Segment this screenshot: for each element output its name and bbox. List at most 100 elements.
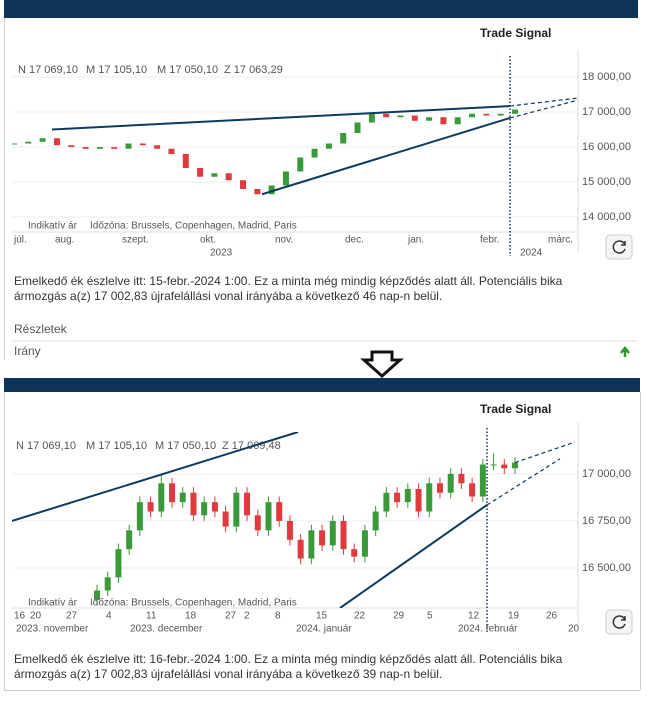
x-tick-label: 4: [106, 611, 112, 622]
trend-line: [486, 458, 561, 506]
candle-body: [308, 530, 315, 559]
refresh-button[interactable]: [605, 609, 633, 635]
trend-line: [509, 99, 578, 119]
x-tick-label: febr.: [480, 235, 499, 246]
x-tick-label: 12: [468, 611, 480, 622]
plot-area: [12, 97, 578, 196]
candle-body: [372, 511, 379, 531]
down-arrow: [360, 350, 404, 379]
candle-body: [394, 492, 401, 503]
x-tick-label: 26: [546, 611, 558, 622]
candle-body: [136, 502, 143, 531]
x-tick-label: 2023: [210, 248, 233, 259]
candle-body: [168, 148, 175, 154]
candle-body: [240, 180, 247, 189]
y-tick-label: 16 000,00: [582, 141, 631, 153]
x-tick-label: 27: [66, 611, 78, 622]
candle-body: [201, 502, 208, 516]
candle-body: [454, 117, 461, 125]
candle-body: [211, 173, 218, 177]
y-tick-label: 17 000,00: [582, 106, 631, 118]
signal-text: ármozgás a(z) 17 002,83 újrafelállási vo…: [14, 667, 442, 681]
y-tick-label: 18 000,00: [582, 71, 631, 83]
candle-body: [265, 502, 272, 531]
ohlc-value: N 17 069,10: [18, 64, 78, 76]
x-tick-label: 22: [354, 611, 366, 622]
candle-body: [222, 511, 229, 527]
x-tick-label: aug.: [55, 235, 74, 246]
trend-line: [51, 105, 511, 131]
refresh-button[interactable]: [605, 234, 633, 260]
x-tick-label: nov.: [275, 235, 293, 246]
candle-body: [311, 148, 318, 158]
chart-note: Indikatív ár: [28, 221, 78, 232]
ohlc-value: M 17 105,10: [86, 64, 147, 76]
ohlc-value: M 17 050,10: [155, 440, 216, 452]
x-tick-label: 20: [568, 624, 580, 635]
x-tick-label: 11: [146, 611, 157, 622]
y-tick-label: 14 000,00: [582, 211, 631, 223]
candle-body: [25, 141, 32, 144]
candle-body: [411, 115, 418, 121]
x-tick-label: 16: [14, 611, 26, 622]
signal-text: ármozgás a(z) 17 002,83 újrafelállási vo…: [14, 289, 442, 303]
candle-body: [197, 167, 204, 177]
candle-body: [139, 143, 146, 146]
ohlc-value: M 17 050,10: [157, 64, 218, 76]
candle-body: [490, 464, 497, 466]
x-tick-label: okt.: [200, 235, 216, 246]
candle-body: [233, 492, 240, 527]
x-tick-label: 2023. november: [16, 624, 89, 635]
candle-body: [361, 530, 368, 557]
candle-body: [368, 113, 375, 123]
x-tick-label: 18: [185, 611, 197, 622]
candle-body: [125, 143, 132, 149]
x-tick-label: 20: [30, 611, 42, 622]
ohlc-value: M 17 105,10: [86, 440, 147, 452]
chart-note: Időzóna: Brussels, Copenhagen, Madrid, P…: [90, 598, 297, 609]
x-tick-label: szept.: [122, 235, 149, 246]
candle-body: [53, 138, 60, 146]
candle-body: [329, 520, 336, 546]
trend-line: [509, 97, 578, 107]
y-tick-label: 17 000,00: [582, 468, 631, 480]
candle-body: [404, 488, 411, 503]
ohlc-value: Z 17 063,29: [224, 64, 283, 76]
x-tick-label: 29: [393, 611, 405, 622]
details-heading: Részletek: [14, 322, 68, 336]
candle-body: [426, 483, 433, 512]
candle-body: [383, 492, 390, 512]
candle-body: [469, 483, 476, 497]
candle-body: [297, 157, 304, 172]
candle-body: [39, 138, 46, 142]
candle-body: [497, 113, 504, 116]
x-tick-label: 2024. január: [296, 624, 352, 635]
x-tick-label: jan.: [407, 235, 424, 246]
candle-body: [126, 530, 133, 550]
candle-body: [340, 520, 347, 550]
x-tick-label: 8: [275, 611, 281, 622]
x-tick-label: 19: [508, 611, 520, 622]
candle-body: [68, 145, 75, 147]
candle-body: [397, 115, 404, 118]
ohlc-value: N 17 069,10: [16, 440, 76, 452]
candle-body: [158, 483, 165, 512]
candle-body: [469, 113, 476, 118]
up-arrow: [620, 345, 630, 357]
trend-line: [261, 116, 511, 196]
header-bar: [4, 378, 640, 392]
candle-body: [154, 145, 161, 149]
candle-body: [286, 520, 293, 540]
candle-body: [354, 122, 361, 133]
refresh-icon[interactable]: [612, 240, 626, 254]
candle-body: [440, 117, 447, 125]
x-tick-label: 15: [316, 611, 328, 622]
candle-body: [96, 146, 103, 149]
refresh-icon[interactable]: [612, 615, 626, 629]
trend-line: [12, 432, 299, 522]
candle-body: [82, 146, 89, 149]
signal-text: Emelkedő ék észlelve itt: 15-febr.-2024 …: [14, 274, 563, 288]
candle-body: [254, 188, 261, 195]
candle-body: [94, 590, 100, 600]
candle-body: [104, 577, 111, 591]
